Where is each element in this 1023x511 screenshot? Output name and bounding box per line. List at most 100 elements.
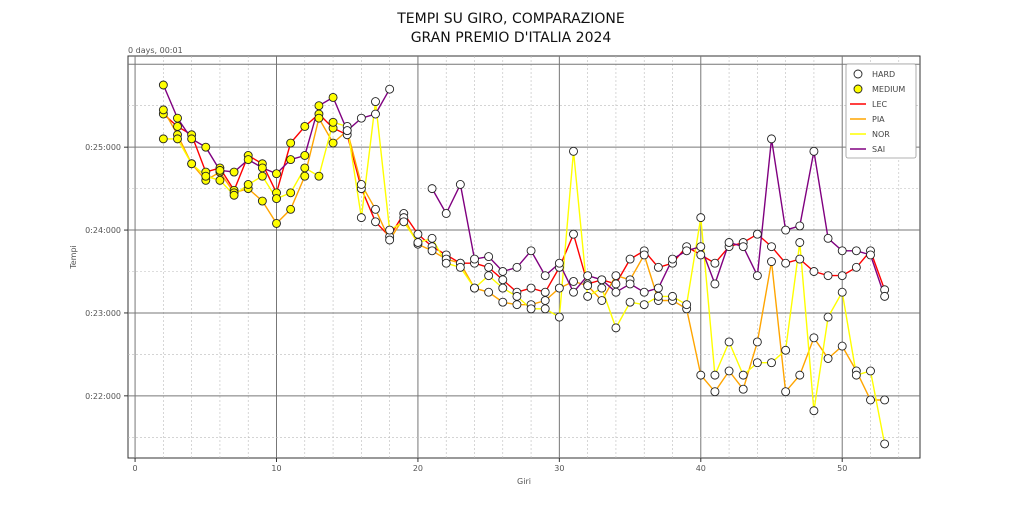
data-point-sai [427,184,437,194]
data-point-pia [427,246,437,256]
data-point-pia [314,113,324,123]
data-point-lec [540,287,550,297]
data-point-nor [512,291,522,301]
legend-label-pia: PIA [872,115,885,124]
chart-title: TEMPI SU GIRO, COMPARAZIONE GRAN PREMIO … [396,11,625,46]
data-point-lec [173,122,182,131]
data-point-sai [526,246,536,256]
data-point-pia [767,257,776,267]
data-point-nor [201,171,211,181]
data-point-nor [795,238,805,247]
series-line-lec [162,113,886,294]
data-point-lec [286,138,296,148]
data-point-lec [767,242,776,252]
y-tick-label: 0:23:000 [85,309,121,318]
data-point-pia [498,297,508,307]
data-point-nor [498,283,508,293]
data-point-sai [837,246,847,256]
legend-marker-hard [853,69,863,79]
data-point-pia [512,300,522,310]
data-point-pia [328,138,338,148]
data-point-lec [752,229,762,239]
data-point-pia [823,354,833,363]
data-point-nor [215,175,225,185]
data-point-nor [158,134,168,144]
data-point-nor [880,439,890,449]
data-point-lec [696,250,706,260]
series-line-pia [162,109,885,401]
data-point-pia [795,370,805,380]
data-point-lec [809,267,819,276]
data-point-lec [611,279,621,289]
data-point-nor [427,233,437,243]
x-axis: 0 10 20 30 40 50 [133,458,847,473]
data-point-nor [484,271,494,281]
data-point-lec [781,258,791,268]
y-tick-label: 0:25:000 [85,143,121,152]
data-point-sai [540,271,550,281]
data-point-nor [738,370,748,380]
data-point-nor [455,262,465,272]
data-point-sai [752,271,762,281]
data-point-nor [470,283,479,293]
data-point-lec [526,283,536,293]
data-point-sai [738,242,748,252]
data-point-sai [668,254,677,264]
series-points [158,80,890,449]
data-point-sai [866,250,875,260]
data-point-sai [272,169,281,179]
data-point-pia [583,281,593,291]
data-point-sai [173,113,182,123]
data-point-pia [554,283,564,293]
data-point-sai [710,279,720,289]
data-point-lec [413,229,423,239]
data-point-pia [639,250,649,260]
data-point-sai [470,254,479,264]
data-point-nor [554,312,564,322]
data-point-lec [371,217,380,227]
legend-label-nor: NOR [872,130,890,139]
data-point-sai [823,233,833,243]
data-point-sai [455,180,465,189]
data-point-sai [356,113,366,123]
data-point-nor [837,287,847,297]
x-axis-label: Giri [517,477,531,486]
data-point-pia [597,296,607,305]
data-point-pia [866,395,875,405]
legend-label-sai: SAI [872,145,885,154]
data-point-pia [724,366,734,376]
x-tick-label: 10 [271,464,281,473]
data-point-pia [696,370,706,380]
data-point-sai [653,283,663,293]
data-point-sai [385,84,395,94]
legend-label-medium: MEDIUM [872,85,905,94]
data-point-lec [569,229,578,239]
data-point-nor [286,188,296,198]
data-point-sai [286,155,296,165]
data-point-nor [767,358,776,368]
data-point-nor [356,213,366,223]
data-point-sai [767,134,776,144]
data-point-lec [710,258,720,268]
data-point-nor [413,238,423,247]
data-point-nor [752,358,762,368]
data-point-sai [441,209,451,218]
data-point-pia [385,235,395,245]
chart-title-line-2: GRAN PREMIO D'ITALIA 2024 [411,30,612,46]
data-point-pia [781,387,791,397]
data-point-sai [243,155,253,165]
data-point-lec [498,275,508,285]
data-point-nor [710,370,720,380]
data-point-nor [597,283,607,293]
data-point-lec [653,262,663,272]
data-point-pia [809,333,819,343]
data-point-lec [795,254,805,264]
data-point-sai [696,242,706,252]
data-point-pia [371,204,380,214]
data-point-nor [314,171,324,181]
legend-marker-medium [853,84,863,94]
y-offset-label: 0 days, 00:01 [128,46,183,55]
data-point-nor [851,370,861,380]
data-point-lec [625,254,635,264]
